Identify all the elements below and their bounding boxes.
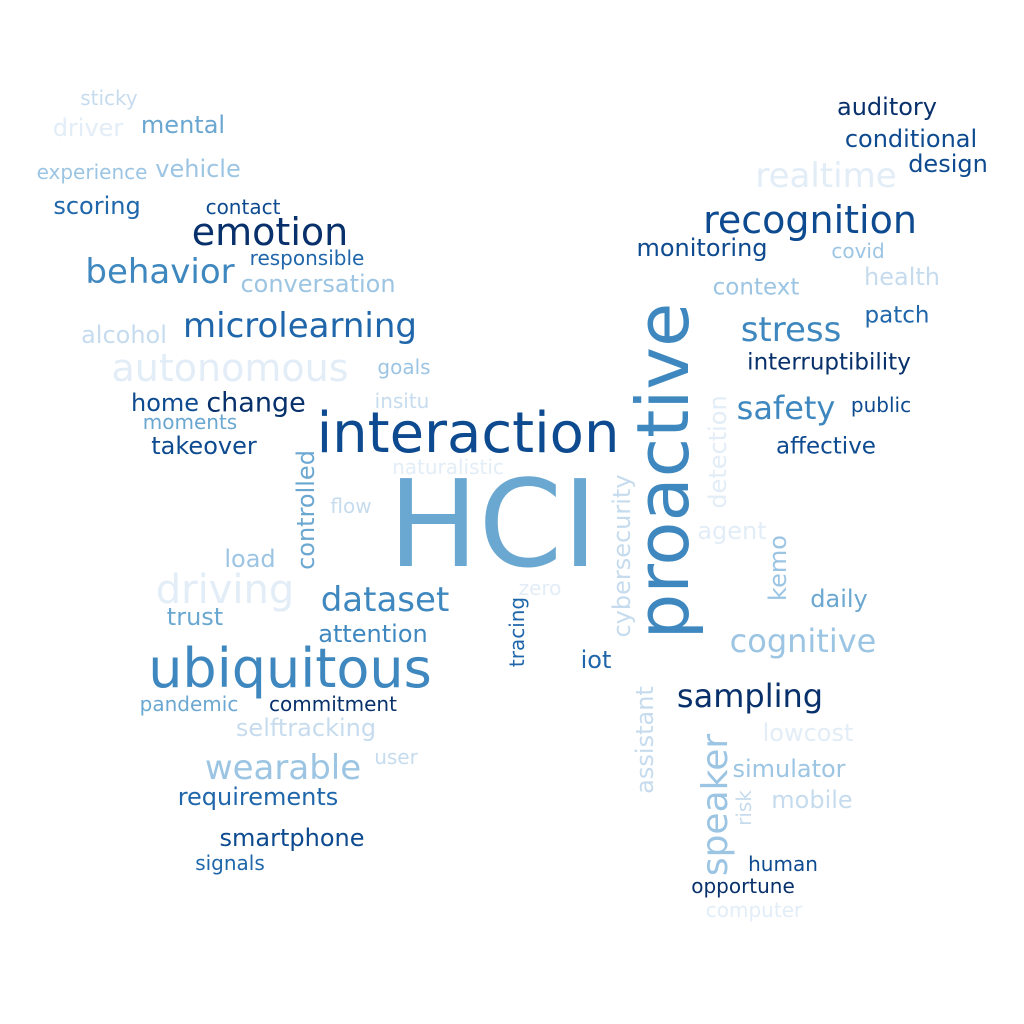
word-design: design xyxy=(908,150,988,178)
word-ubiquitous: ubiquitous xyxy=(148,637,432,700)
word-affective: affective xyxy=(776,433,876,460)
word-detection: detection xyxy=(704,395,732,509)
word-health: health xyxy=(864,263,940,291)
word-assistant: assistant xyxy=(631,686,659,794)
word-change: change xyxy=(206,387,306,419)
word-tracing: tracing xyxy=(505,596,529,668)
word-smartphone: smartphone xyxy=(219,824,365,852)
word-responsible: responsible xyxy=(249,246,365,270)
word-daily: daily xyxy=(810,585,868,613)
word-emotion: emotion xyxy=(191,210,349,254)
word-alcohol: alcohol xyxy=(81,321,167,349)
word-opportune: opportune xyxy=(691,874,795,898)
word-monitoring: monitoring xyxy=(636,234,768,262)
word-cognitive: cognitive xyxy=(729,622,877,660)
word-naturalistic: naturalistic xyxy=(392,455,504,479)
word-commitment: commitment xyxy=(269,692,397,716)
word-patch: patch xyxy=(864,302,930,329)
word-speaker: speaker xyxy=(695,733,736,877)
word-driver: driver xyxy=(52,114,124,142)
word-proactive: proactive xyxy=(621,302,705,640)
word-attention: attention xyxy=(318,620,428,648)
word-context: context xyxy=(712,274,800,301)
word-takeover: takeover xyxy=(151,432,257,460)
word-covid: covid xyxy=(831,239,885,263)
word-flow: flow xyxy=(330,494,372,518)
word-stress: stress xyxy=(740,310,842,350)
word-cybersecurity: cybersecurity xyxy=(608,474,636,638)
word-load: load xyxy=(224,545,276,573)
word-microlearning: microlearning xyxy=(183,306,417,346)
word-interruptibility: interruptibility xyxy=(747,349,911,376)
word-requirements: requirements xyxy=(177,783,339,811)
word-agent: agent xyxy=(697,517,767,545)
word-mobile: mobile xyxy=(771,786,853,814)
word-insitu: insitu xyxy=(374,389,430,413)
word-conditional: conditional xyxy=(844,125,978,153)
word-goals: goals xyxy=(377,355,431,379)
word-sampling: sampling xyxy=(676,677,824,715)
word-realtime: realtime xyxy=(755,156,897,196)
word-computer: computer xyxy=(705,898,803,922)
word-user: user xyxy=(374,745,418,769)
word-dataset: dataset xyxy=(320,580,450,620)
word-pandemic: pandemic xyxy=(139,692,239,716)
word-contact: contact xyxy=(205,195,281,219)
word-moments: moments xyxy=(142,410,238,434)
word-interaction: interaction xyxy=(316,401,620,466)
word-sticky: sticky xyxy=(80,86,138,110)
word-conversation: conversation xyxy=(240,270,396,298)
word-trust: trust xyxy=(166,603,224,631)
word-safety: safety xyxy=(736,389,836,427)
word-experience: experience xyxy=(36,160,148,184)
word-auditory: auditory xyxy=(837,93,937,121)
word-controlled: controlled xyxy=(292,450,320,570)
word-lowcost: lowcost xyxy=(762,719,854,747)
word-iot: iot xyxy=(580,646,612,674)
word-human: human xyxy=(748,852,818,876)
word-hci: HCI xyxy=(388,456,598,595)
word-home: home xyxy=(130,389,200,417)
word-vehicle: vehicle xyxy=(155,155,241,183)
word-mental: mental xyxy=(140,111,226,139)
word-public: public xyxy=(850,393,912,417)
word-risk: risk xyxy=(732,790,756,826)
word-zero: zero xyxy=(518,576,562,600)
word-selftracking: selftracking xyxy=(235,714,377,742)
word-signals: signals xyxy=(195,851,265,875)
word-autonomous: autonomous xyxy=(111,346,349,390)
word-wearable: wearable xyxy=(204,748,362,788)
word-recognition: recognition xyxy=(703,198,917,242)
word-kemo: kemo xyxy=(764,535,792,601)
word-simulator: simulator xyxy=(732,755,846,783)
word-driving: driving xyxy=(155,567,295,613)
word-scoring: scoring xyxy=(53,192,141,220)
word-behavior: behavior xyxy=(85,252,235,292)
